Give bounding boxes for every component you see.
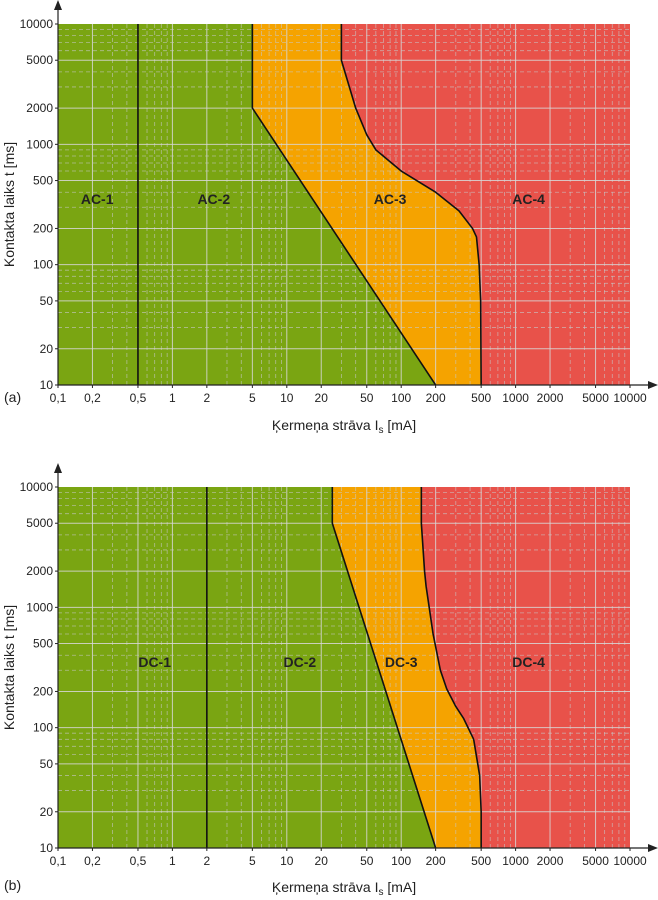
- x-tick-label: 5000: [582, 391, 609, 405]
- y-tick-label: 100: [33, 721, 53, 735]
- y-tick-label: 50: [40, 294, 54, 308]
- x-tick-label: 1000: [502, 391, 529, 405]
- y-tick-label: 200: [33, 684, 53, 698]
- y-tick-label: 5000: [26, 516, 53, 530]
- zone-area-4: [341, 24, 630, 385]
- x-tick-label: 10000: [613, 854, 647, 868]
- y-tick-label: 10000: [20, 480, 54, 494]
- y-tick-label: 10000: [20, 17, 54, 31]
- panel-label: (a): [4, 389, 21, 405]
- x-tick-label: 2: [203, 854, 210, 868]
- zone-label: DC-4: [512, 654, 545, 670]
- x-tick-label: 2: [203, 391, 210, 405]
- boundaries: [206, 487, 482, 849]
- x-tick-label: 0,2: [84, 391, 101, 405]
- x-tick-label: 500: [471, 391, 491, 405]
- tick-labels: 0,1 0,2 0,5 1 2 5 10 20 50 100 200 500 1000 2000 5000 1…: [20, 17, 647, 405]
- x-tick-label: 1: [169, 391, 176, 405]
- boundary-curve-b: [251, 24, 437, 386]
- y-axis-arrow: [54, 0, 62, 10]
- x-tick-label: 2000: [537, 391, 564, 405]
- zone-label: DC-2: [283, 654, 316, 670]
- x-tick-label: 0,2: [84, 854, 101, 868]
- zone-label: AC-3: [374, 191, 407, 207]
- y-tick-label: 10: [40, 841, 54, 855]
- boundary-curve-b: [331, 487, 437, 849]
- x-axis-arrow: [648, 381, 658, 389]
- zone-area-3: [332, 487, 482, 848]
- x-tick-label: 10: [280, 854, 294, 868]
- y-axis-arrow: [54, 463, 62, 473]
- y-tick-label: 200: [33, 221, 53, 235]
- axes: [54, 463, 658, 852]
- boundary-curve-c1: [420, 487, 482, 848]
- x-tick-label: 5: [249, 391, 256, 405]
- zone-label: DC-1: [138, 654, 171, 670]
- x-tick-label: 5000: [582, 854, 609, 868]
- x-tick-label: 20: [315, 854, 329, 868]
- x-tick-label: 100: [391, 391, 411, 405]
- y-tick-label: 20: [40, 805, 54, 819]
- zone-area-1: [58, 487, 207, 848]
- grid: [57, 24, 630, 386]
- zone-area-4: [421, 487, 630, 848]
- x-tick-label: 0,5: [130, 391, 147, 405]
- y-tick-label: 50: [40, 757, 54, 771]
- x-tick-label: 20: [315, 391, 329, 405]
- zone-label: AC-1: [81, 191, 114, 207]
- x-tick-label: 2000: [537, 854, 564, 868]
- boundaries: [137, 24, 482, 386]
- zone-area-1: [58, 24, 138, 385]
- zone-label: DC-3: [385, 654, 418, 670]
- x-tick-label: 100: [391, 854, 411, 868]
- x-tick-label: 50: [360, 391, 374, 405]
- x-tick-label: 50: [360, 854, 374, 868]
- chart-panel-1: 0,1 0,2 0,5 1 2 5 10 20 50 100 200 500 1000 2000 5000 1…: [1, 0, 658, 436]
- y-tick-label: 500: [33, 637, 53, 651]
- y-tick-label: 1000: [26, 600, 53, 614]
- chart-panel-2: 0,1 0,2 0,5 1 2 5 10 20 50 100 200 500 1000 2000 5000 1…: [1, 463, 658, 898]
- x-axis-title: Ķermeņa strāva Is [mA]: [272, 879, 416, 898]
- x-tick-label: 10000: [613, 391, 647, 405]
- zone-labels: AC-1 AC-2 AC-3 AC-4: [81, 191, 545, 207]
- zone-labels: DC-1 DC-2 DC-3 DC-4: [138, 654, 545, 670]
- x-tick-label: 200: [426, 391, 446, 405]
- x-axis-arrow: [648, 844, 658, 852]
- y-axis-title: Kontakta laiks t [ms]: [1, 142, 17, 267]
- x-tick-label: 0,5: [130, 854, 147, 868]
- x-tick-label: 10: [280, 391, 294, 405]
- x-tick-label: 1000: [502, 854, 529, 868]
- x-tick-label: 0,1: [50, 854, 67, 868]
- y-tick-label: 5000: [26, 53, 53, 67]
- y-axis-title: Kontakta laiks t [ms]: [1, 605, 17, 730]
- y-tick-label: 500: [33, 174, 53, 188]
- x-tick-label: 1: [169, 854, 176, 868]
- y-tick-label: 2000: [26, 101, 53, 115]
- grid: [57, 487, 630, 849]
- x-axis-title: Ķermeņa strāva Is [mA]: [272, 417, 416, 436]
- boundary-curve-c1: [340, 24, 482, 386]
- tick-labels: 0,1 0,2 0,5 1 2 5 10 20 50 100 200 500 1000 2000 5000 1…: [20, 480, 647, 868]
- y-tick-label: 100: [33, 258, 53, 272]
- y-tick-label: 2000: [26, 564, 53, 578]
- x-tick-label: 200: [426, 854, 446, 868]
- panel-label: (b): [4, 877, 21, 893]
- x-tick-label: 0,1: [50, 391, 67, 405]
- axes: [54, 0, 658, 389]
- x-tick-label: 5: [249, 854, 256, 868]
- zone-label: AC-4: [512, 191, 545, 207]
- zone-label: AC-2: [197, 191, 230, 207]
- y-tick-label: 10: [40, 378, 54, 392]
- y-tick-label: 20: [40, 342, 54, 356]
- x-tick-label: 500: [471, 854, 491, 868]
- y-tick-label: 1000: [26, 137, 53, 151]
